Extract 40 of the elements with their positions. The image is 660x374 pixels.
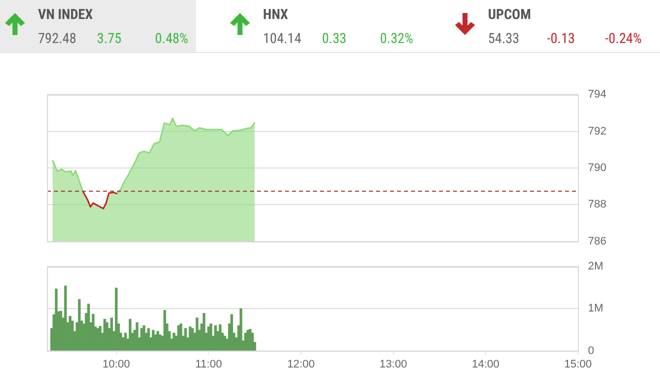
bar — [87, 304, 90, 351]
bar — [214, 325, 217, 351]
text: -0.24% — [605, 31, 642, 47]
x-tick-label: 13:00 — [380, 358, 408, 370]
text: 0.48% — [155, 31, 188, 47]
text: 792.48 — [38, 31, 76, 47]
bar — [184, 328, 187, 351]
bar — [202, 313, 206, 351]
bar — [240, 308, 242, 351]
text: 0.33 — [322, 31, 346, 47]
text: 0.32% — [380, 31, 414, 47]
y-tick-label: 786 — [588, 235, 606, 248]
bar — [124, 332, 127, 351]
x-tick-label: 12:00 — [287, 358, 315, 370]
text: HNX — [263, 7, 288, 23]
y-tick-label: 792 — [588, 125, 606, 138]
y-tick-label: 794 — [588, 88, 606, 101]
bar — [136, 322, 138, 351]
x-tick-label: 14:00 — [472, 358, 500, 370]
y-tick-label: 0 — [588, 344, 594, 357]
x-tick-label: 15:00 — [564, 358, 592, 370]
text: UPCOM — [488, 7, 531, 23]
bar — [180, 324, 182, 351]
y-tick-label: 2M — [588, 260, 604, 273]
y-tick-label: 788 — [588, 198, 606, 211]
bar — [64, 286, 67, 351]
x-tick-label: 11:00 — [195, 358, 222, 370]
y-tick-label: 790 — [588, 162, 606, 174]
bar — [172, 332, 176, 351]
text: 104.14 — [263, 31, 302, 47]
text: -0.13 — [547, 31, 575, 47]
bar — [210, 324, 212, 351]
text: 3.75 — [97, 31, 122, 47]
text: 54.33 — [488, 31, 520, 47]
y-tick-label: 1M — [588, 302, 604, 315]
x-tick-label: 10:00 — [102, 358, 130, 370]
bar — [142, 325, 146, 351]
bar — [251, 332, 254, 351]
bar — [78, 299, 81, 351]
text: VN INDEX — [38, 7, 93, 23]
